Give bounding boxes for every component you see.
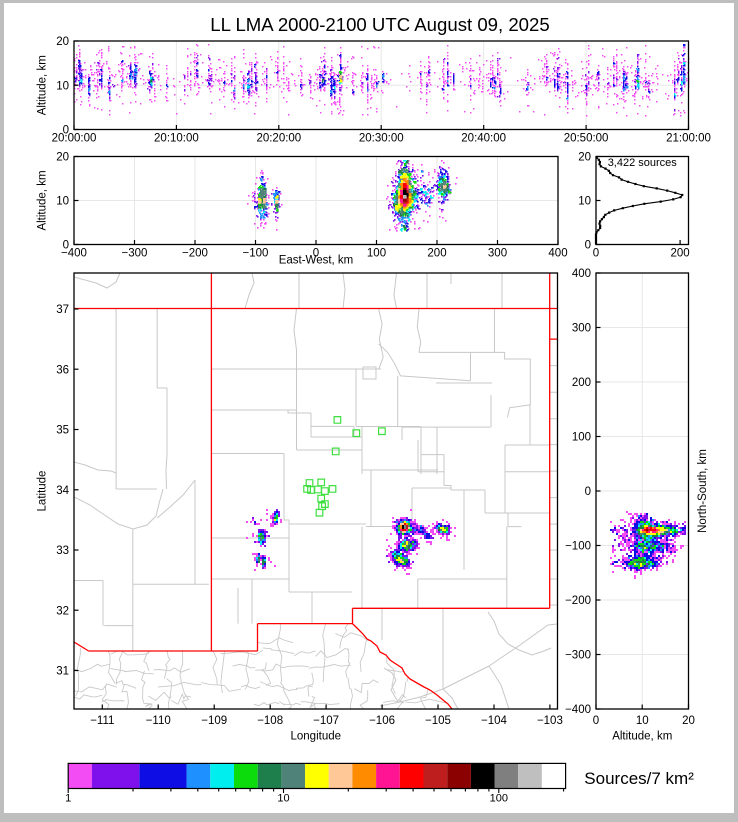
svg-text:North-South, km: North-South, km <box>697 449 709 533</box>
svg-text:−106: −106 <box>369 715 395 727</box>
svg-text:−110: −110 <box>146 715 171 727</box>
svg-text:1: 1 <box>65 793 71 805</box>
svg-text:100: 100 <box>572 432 591 444</box>
svg-text:20:10:00: 20:10:00 <box>154 133 199 145</box>
svg-text:33: 33 <box>56 545 69 557</box>
svg-text:0: 0 <box>313 248 319 260</box>
svg-text:10: 10 <box>56 80 69 92</box>
svg-text:21:00:00: 21:00:00 <box>666 133 711 145</box>
svg-text:−103: −103 <box>537 715 563 727</box>
svg-text:100: 100 <box>490 793 508 805</box>
svg-text:300: 300 <box>572 323 591 335</box>
svg-text:0: 0 <box>593 248 599 260</box>
svg-text:−400: −400 <box>565 704 591 716</box>
svg-text:20:50:00: 20:50:00 <box>564 133 609 145</box>
svg-text:32: 32 <box>56 605 69 617</box>
svg-text:LL LMA 2000-2100 UTC August 09: LL LMA 2000-2100 UTC August 09, 2025 <box>210 14 549 35</box>
svg-text:Longitude: Longitude <box>290 731 341 743</box>
svg-text:0: 0 <box>585 486 591 498</box>
svg-text:−300: −300 <box>565 650 591 662</box>
svg-text:20:30:00: 20:30:00 <box>359 133 404 145</box>
svg-text:35: 35 <box>56 425 69 437</box>
svg-text:20: 20 <box>56 36 69 48</box>
svg-text:−100: −100 <box>565 541 591 553</box>
svg-text:−107: −107 <box>313 715 339 727</box>
svg-text:20:40:00: 20:40:00 <box>461 133 506 145</box>
svg-text:400: 400 <box>572 268 591 280</box>
svg-text:−105: −105 <box>425 715 451 727</box>
svg-text:Altitude, km: Altitude, km <box>612 731 672 743</box>
svg-text:−111: −111 <box>90 715 114 727</box>
svg-text:20: 20 <box>682 715 695 727</box>
svg-text:−104: −104 <box>481 715 508 727</box>
svg-text:−109: −109 <box>201 715 227 727</box>
svg-text:−300: −300 <box>122 248 148 260</box>
svg-text:−108: −108 <box>257 715 283 727</box>
svg-text:100: 100 <box>367 248 386 260</box>
svg-text:20: 20 <box>56 152 69 164</box>
svg-text:200: 200 <box>670 248 689 260</box>
svg-text:−200: −200 <box>182 248 208 260</box>
svg-text:20: 20 <box>578 152 591 164</box>
svg-text:200: 200 <box>427 248 446 260</box>
svg-text:0: 0 <box>63 125 69 137</box>
svg-text:200: 200 <box>572 377 591 389</box>
svg-text:0: 0 <box>593 715 599 727</box>
svg-text:3,422 sources: 3,422 sources <box>608 157 678 169</box>
svg-text:20:20:00: 20:20:00 <box>256 133 301 145</box>
svg-text:10: 10 <box>578 196 591 208</box>
svg-text:−400: −400 <box>61 248 87 260</box>
svg-text:−200: −200 <box>565 595 591 607</box>
svg-text:Altitude, km: Altitude, km <box>37 55 49 115</box>
svg-text:10: 10 <box>636 715 649 727</box>
svg-text:10: 10 <box>56 196 69 208</box>
svg-text:36: 36 <box>56 364 69 376</box>
svg-text:34: 34 <box>56 485 69 497</box>
svg-text:Altitude, km: Altitude, km <box>37 170 49 230</box>
svg-text:−100: −100 <box>243 248 269 260</box>
svg-text:20:00:00: 20:00:00 <box>52 133 97 145</box>
svg-text:400: 400 <box>548 248 567 260</box>
svg-text:Latitude: Latitude <box>37 471 49 512</box>
svg-text:37: 37 <box>56 304 69 316</box>
svg-text:Sources/7 km²: Sources/7 km² <box>584 769 694 788</box>
svg-text:10: 10 <box>277 793 289 805</box>
svg-text:0: 0 <box>63 240 69 252</box>
svg-text:31: 31 <box>56 666 69 678</box>
svg-text:300: 300 <box>488 248 507 260</box>
svg-text:East-West, km: East-West, km <box>279 255 354 267</box>
svg-text:0: 0 <box>585 240 591 252</box>
